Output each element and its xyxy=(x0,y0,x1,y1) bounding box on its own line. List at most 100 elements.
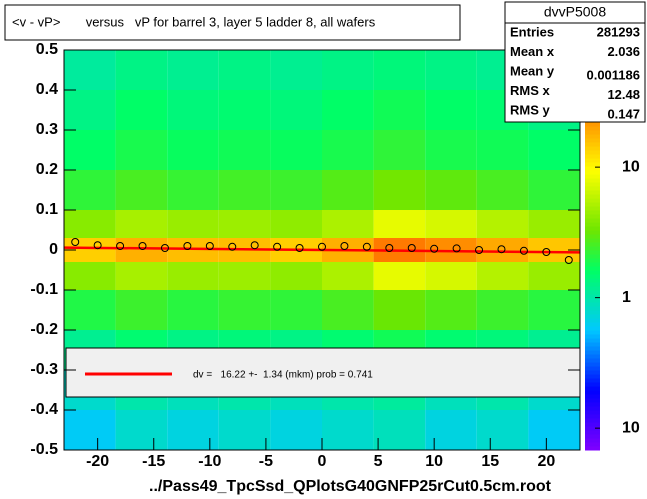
color-scale-step xyxy=(585,430,600,435)
heat-cell xyxy=(322,410,374,450)
color-scale-step xyxy=(585,298,600,303)
stats-value: 0.147 xyxy=(607,106,640,121)
heat-cell xyxy=(115,410,168,450)
heat-cell xyxy=(373,210,426,238)
color-scale-step xyxy=(585,210,600,215)
heat-cell xyxy=(476,262,529,290)
heat-cell xyxy=(167,50,219,90)
stats-title: dvvP5008 xyxy=(544,4,606,20)
y-tick-label: 0 xyxy=(49,241,58,258)
color-scale-step xyxy=(585,122,600,127)
color-scale-step xyxy=(585,138,600,143)
x-tick-label: -15 xyxy=(142,453,165,470)
heat-cell xyxy=(476,290,529,330)
stats-value: 12.48 xyxy=(607,87,640,102)
x-tick-label: 10 xyxy=(425,453,443,470)
plot-overlay xyxy=(63,238,581,264)
heat-cell xyxy=(167,170,219,210)
y-tick-label: 0.4 xyxy=(36,81,58,98)
heat-cell xyxy=(218,130,271,170)
color-scale-step xyxy=(585,266,600,271)
heat-cell xyxy=(476,170,529,210)
color-scale-step xyxy=(585,302,600,307)
color-scale-step xyxy=(585,134,600,139)
heat-cell xyxy=(322,262,374,290)
profile-point xyxy=(295,244,304,252)
heat-cell xyxy=(115,210,168,238)
color-scale-step xyxy=(585,382,600,387)
heat-cell xyxy=(218,290,271,330)
color-scale-step xyxy=(585,214,600,219)
x-tick-label: 15 xyxy=(481,453,499,470)
heat-cell xyxy=(64,130,116,170)
y-tick-label: 0.2 xyxy=(36,161,58,178)
heat-cell xyxy=(218,262,271,290)
heat-cell xyxy=(270,90,322,130)
color-scale-step xyxy=(585,234,600,239)
profile-point xyxy=(71,238,80,246)
color-scale-step xyxy=(585,310,600,315)
color-scale-step xyxy=(585,426,600,431)
color-scale-step xyxy=(585,446,600,451)
heat-cell xyxy=(64,410,116,450)
heat-cell xyxy=(476,410,529,450)
color-scale-step xyxy=(585,126,600,131)
color-scale-step xyxy=(585,142,600,147)
stats-label: Mean y xyxy=(510,63,555,78)
heat-cell xyxy=(425,410,477,450)
color-scale-step xyxy=(585,306,600,311)
heat-cell xyxy=(476,130,529,170)
color-scale-step xyxy=(585,374,600,379)
heat-cell xyxy=(64,170,116,210)
heat-cell xyxy=(218,210,271,238)
profile-point xyxy=(519,246,528,255)
color-scale-step xyxy=(585,358,600,363)
heat-cell xyxy=(115,170,168,210)
color-scale-step xyxy=(585,154,600,159)
heat-cell xyxy=(528,130,580,170)
color-scale-step xyxy=(585,314,600,319)
profile-point xyxy=(385,244,394,252)
color-scale-step xyxy=(585,194,600,199)
heat-cell xyxy=(425,50,477,90)
color-scale-step xyxy=(585,346,600,351)
color-scale-step xyxy=(585,370,600,375)
heat-cell xyxy=(528,290,580,330)
heat-cell xyxy=(425,130,477,170)
profile-point xyxy=(430,244,439,253)
color-scale-step xyxy=(585,290,600,295)
heat-cell xyxy=(115,130,168,170)
color-scale-step xyxy=(585,350,600,355)
color-scale-step xyxy=(585,326,600,331)
heat-cell xyxy=(115,290,168,330)
color-scale-step xyxy=(585,434,600,439)
color-scale-step xyxy=(585,254,600,259)
color-scale-step xyxy=(585,418,600,423)
profile-point xyxy=(407,244,416,252)
color-scale-step xyxy=(585,318,600,323)
color-scale-step xyxy=(585,378,600,383)
color-scale-step xyxy=(585,246,600,251)
color-scale-step xyxy=(585,354,600,359)
color-scale-step xyxy=(585,230,600,235)
profile-point xyxy=(138,242,147,250)
color-scale-step xyxy=(585,322,600,327)
color-scale-step xyxy=(585,390,600,395)
heat-cell xyxy=(167,130,219,170)
color-scale-step xyxy=(585,406,600,411)
title-box xyxy=(4,4,461,41)
color-scale-step xyxy=(585,330,600,335)
stats-label: Mean x xyxy=(510,44,555,59)
color-scale-step xyxy=(585,414,600,419)
heat-cell xyxy=(218,170,271,210)
x-tick-label: 5 xyxy=(374,453,383,470)
heat-cell xyxy=(528,210,580,238)
axes: 0.5 0.4 0.3 0.2 0.1 0 -0.1 -0.2 -0.3 -0.4 -0.5 -20 -… xyxy=(30,41,580,470)
color-scale-step xyxy=(585,438,600,443)
profile-point xyxy=(362,242,371,251)
heat-cell xyxy=(167,410,219,450)
color-scale-step xyxy=(585,150,600,155)
color-scale-step xyxy=(585,402,600,407)
